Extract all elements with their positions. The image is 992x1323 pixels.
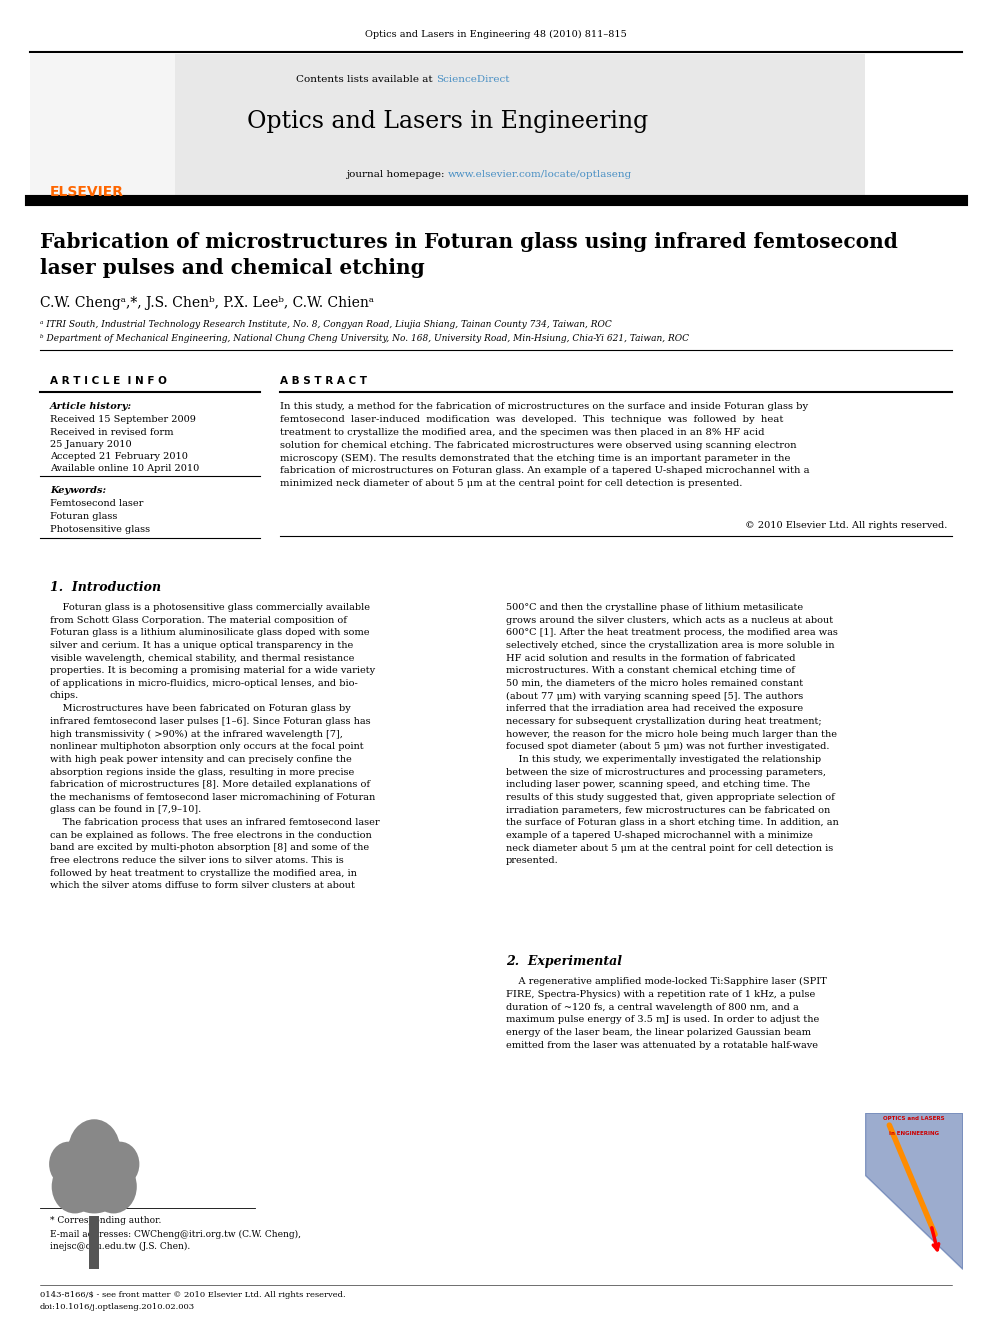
Text: 2.  Experimental: 2. Experimental bbox=[506, 955, 622, 968]
Text: 1.  Introduction: 1. Introduction bbox=[50, 581, 161, 594]
Text: doi:10.1016/j.optlaseng.2010.02.003: doi:10.1016/j.optlaseng.2010.02.003 bbox=[40, 1303, 195, 1311]
Text: Photosensitive glass: Photosensitive glass bbox=[50, 525, 150, 534]
Text: A regenerative amplified mode-locked Ti:Sapphire laser (SPIT
FIRE, Spectra-Physi: A regenerative amplified mode-locked Ti:… bbox=[506, 976, 827, 1049]
Text: journal homepage:: journal homepage: bbox=[346, 169, 447, 179]
Text: Foturan glass: Foturan glass bbox=[50, 512, 117, 521]
Circle shape bbox=[59, 1130, 130, 1213]
Text: 500°C and then the crystalline phase of lithium metasilicate
grows around the si: 500°C and then the crystalline phase of … bbox=[506, 603, 839, 865]
Text: Received 15 September 2009: Received 15 September 2009 bbox=[50, 415, 195, 423]
Text: OPTICS and LASERS: OPTICS and LASERS bbox=[883, 1115, 944, 1121]
Text: Keywords:: Keywords: bbox=[50, 486, 106, 495]
Text: 25 January 2010: 25 January 2010 bbox=[50, 441, 132, 448]
Text: C.W. Chengᵃ,*, J.S. Chenᵇ, P.X. Leeᵇ, C.W. Chienᵃ: C.W. Chengᵃ,*, J.S. Chenᵇ, P.X. Leeᵇ, C.… bbox=[40, 296, 374, 310]
Text: ᵇ Department of Mechanical Engineering, National Chung Cheng University, No. 168: ᵇ Department of Mechanical Engineering, … bbox=[40, 333, 689, 343]
Text: Elsevier: Elsevier bbox=[906, 1253, 922, 1257]
Circle shape bbox=[68, 1119, 120, 1179]
Text: Received in revised form: Received in revised form bbox=[50, 429, 174, 437]
Circle shape bbox=[101, 1142, 139, 1187]
Circle shape bbox=[50, 1142, 87, 1187]
Text: * Corresponding author.: * Corresponding author. bbox=[50, 1216, 162, 1225]
Text: Available online 10 April 2010: Available online 10 April 2010 bbox=[50, 464, 199, 474]
Text: 0143-8166/$ - see front matter © 2010 Elsevier Ltd. All rights reserved.: 0143-8166/$ - see front matter © 2010 El… bbox=[40, 1291, 345, 1299]
Text: Accepted 21 February 2010: Accepted 21 February 2010 bbox=[50, 452, 187, 460]
Text: © 2010 Elsevier Ltd. All rights reserved.: © 2010 Elsevier Ltd. All rights reserved… bbox=[745, 521, 947, 531]
Text: E-mail addresses: CWCheng@itri.org.tw (C.W. Cheng),
inejsc@ccu.edu.tw (J.S. Chen: E-mail addresses: CWCheng@itri.org.tw (C… bbox=[50, 1230, 301, 1252]
Circle shape bbox=[52, 1160, 98, 1213]
Text: A R T I C L E  I N F O: A R T I C L E I N F O bbox=[50, 376, 167, 386]
Bar bbox=[89, 1216, 99, 1269]
Text: Foturan glass is a photosensitive glass commercially available
from Schott Glass: Foturan glass is a photosensitive glass … bbox=[50, 603, 380, 890]
Text: Optics and Lasers in Engineering 48 (2010) 811–815: Optics and Lasers in Engineering 48 (201… bbox=[365, 30, 627, 40]
Text: Article history:: Article history: bbox=[50, 402, 132, 411]
Circle shape bbox=[90, 1160, 137, 1213]
Text: laser pulses and chemical etching: laser pulses and chemical etching bbox=[40, 258, 425, 278]
Text: Femtosecond laser: Femtosecond laser bbox=[50, 499, 144, 508]
Text: ScienceDirect: ScienceDirect bbox=[436, 75, 510, 83]
Text: ᵃ ITRI South, Industrial Technology Research Institute, No. 8, Congyan Road, Liu: ᵃ ITRI South, Industrial Technology Rese… bbox=[40, 320, 612, 329]
Text: in ENGINEERING: in ENGINEERING bbox=[889, 1131, 938, 1136]
Text: Fabrication of microstructures in Foturan glass using infrared femtosecond: Fabrication of microstructures in Fotura… bbox=[40, 232, 898, 251]
Text: www.elsevier.com/locate/optlaseng: www.elsevier.com/locate/optlaseng bbox=[447, 169, 632, 179]
Text: ELSEVIER: ELSEVIER bbox=[50, 185, 124, 198]
Bar bbox=[30, 54, 865, 198]
Text: In this study, a method for the fabrication of microstructures on the surface an: In this study, a method for the fabricat… bbox=[280, 402, 809, 488]
Text: A B S T R A C T: A B S T R A C T bbox=[280, 376, 367, 386]
Text: Contents lists available at: Contents lists available at bbox=[297, 75, 436, 83]
Text: Optics and Lasers in Engineering: Optics and Lasers in Engineering bbox=[247, 110, 648, 134]
Bar bbox=[30, 54, 175, 198]
